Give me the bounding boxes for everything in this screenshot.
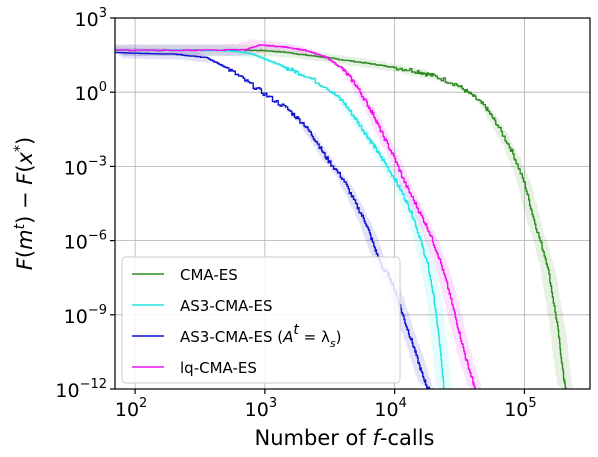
- y-tick-label: 100: [75, 80, 107, 105]
- series-line: [115, 51, 430, 389]
- x-tick-label: 105: [504, 396, 536, 421]
- series-lines: [115, 44, 567, 389]
- y-tick-labels: 103 100 10−3 10−6 10−9 10−12: [55, 6, 107, 402]
- legend: CMA-ES AS3-CMA-ES AS3-CMA-ES (At​ = λs​) lq…: [121, 256, 401, 384]
- legend-label: lq-CMA-ES: [180, 359, 257, 377]
- y-tick-label: 10−6: [64, 229, 107, 254]
- legend-label: AS3-CMA-ES (At​ = λs​): [180, 322, 341, 350]
- plot-frame: [114, 17, 591, 390]
- axis-ticks: [110, 17, 526, 394]
- series-line: [115, 44, 476, 389]
- legend-label: CMA-ES: [180, 266, 238, 284]
- x-tick-label: 103: [245, 396, 277, 421]
- y-tick-label: 103: [75, 6, 107, 31]
- x-tick-labels: 102 103 104 105: [115, 396, 537, 421]
- series-line: [115, 49, 567, 389]
- y-tick-label: 10−12: [55, 377, 107, 402]
- x-tick-label: 102: [115, 396, 147, 421]
- x-tick-label: 104: [374, 396, 406, 421]
- legend-label: AS3-CMA-ES: [180, 297, 273, 315]
- x-axis-label: Number of f-calls: [255, 426, 435, 450]
- y-tick-label: 10−9: [64, 303, 107, 328]
- series-line: [115, 49, 445, 389]
- legend-box: [121, 256, 401, 384]
- y-tick-label: 10−3: [64, 154, 107, 179]
- y-axis-label: F(mt​) − F(x*​): [12, 137, 37, 270]
